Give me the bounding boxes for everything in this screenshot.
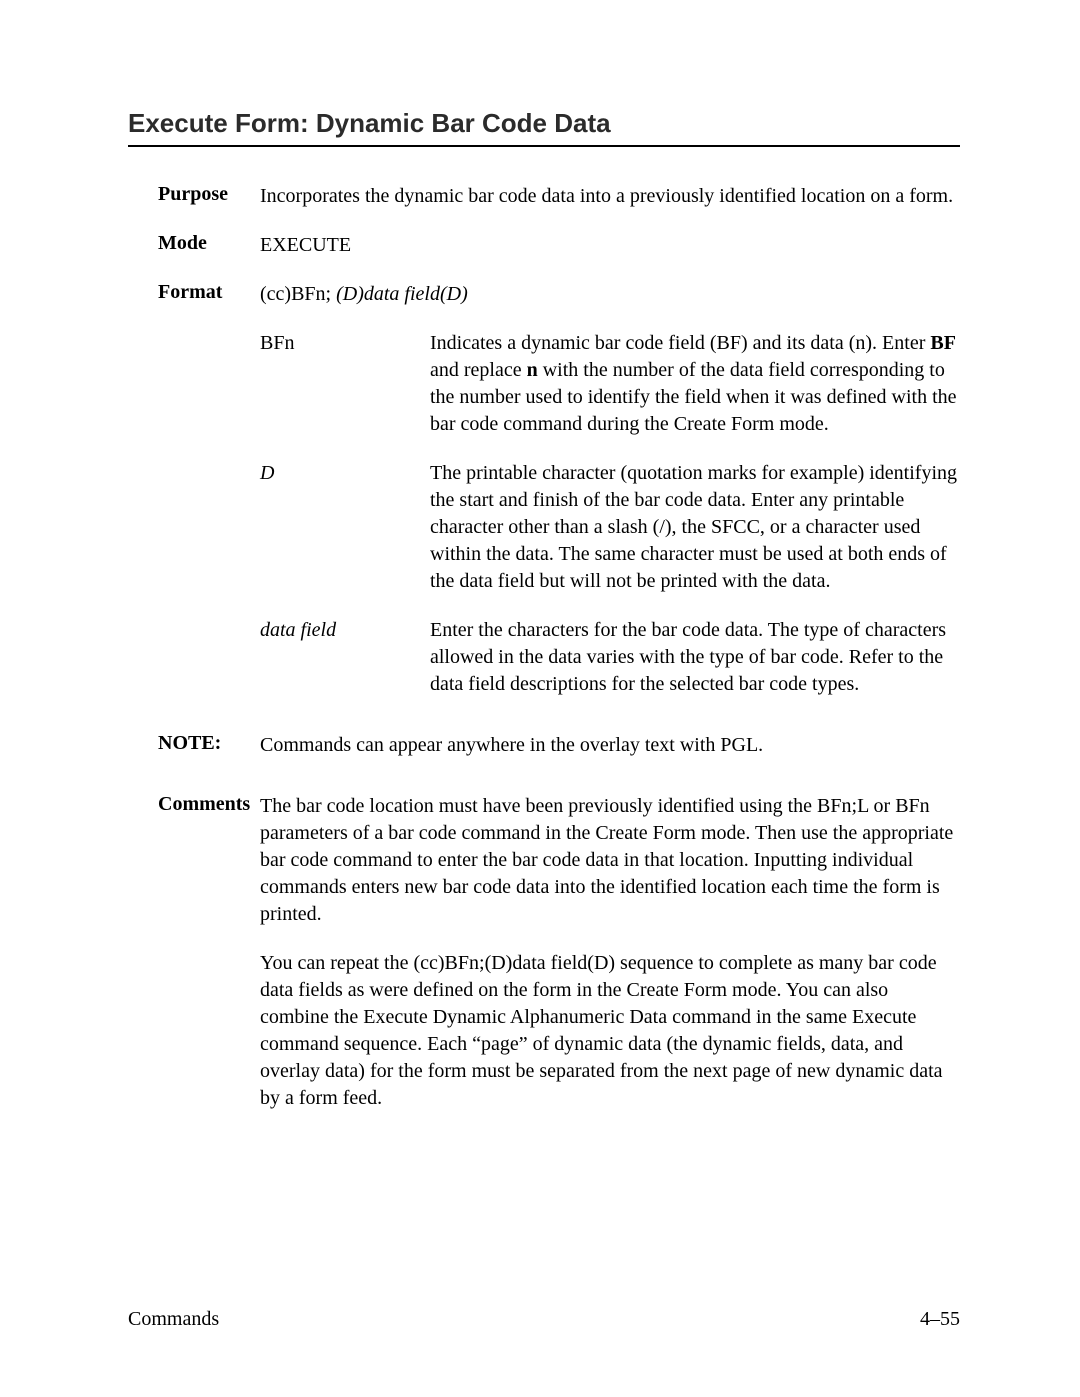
purpose-text: Incorporates the dynamic bar code data i… [260,183,960,210]
note-text: Commands can appear anywhere in the over… [260,732,960,759]
param-bfn-term: BFn [260,330,430,438]
format-italic: (D)data field(D) [336,283,468,305]
footer-right: 4–55 [920,1308,960,1331]
page-title: Execute Form: Dynamic Bar Code Data [128,108,960,147]
param-d-desc: The printable character (quotation marks… [430,460,960,595]
footer-left: Commands [128,1308,219,1331]
note-label: NOTE: [128,732,260,759]
param-d-term: D [260,460,430,595]
purpose-label: Purpose [128,183,260,210]
param-datafield-desc: Enter the characters for the bar code da… [430,617,960,698]
comments-p2: You can repeat the (cc)BFn;(D)data field… [260,950,960,1112]
format-label: Format [128,281,260,698]
comments-p1: The bar code location must have been pre… [260,793,960,928]
format-prefix: (cc)BFn; [260,283,336,305]
param-bfn-desc: Indicates a dynamic bar code field (BF) … [430,330,960,438]
param-datafield-term: data field [260,617,430,698]
mode-label: Mode [128,232,260,259]
comments-label: Comments [128,793,260,1112]
mode-value: EXECUTE [260,232,960,259]
